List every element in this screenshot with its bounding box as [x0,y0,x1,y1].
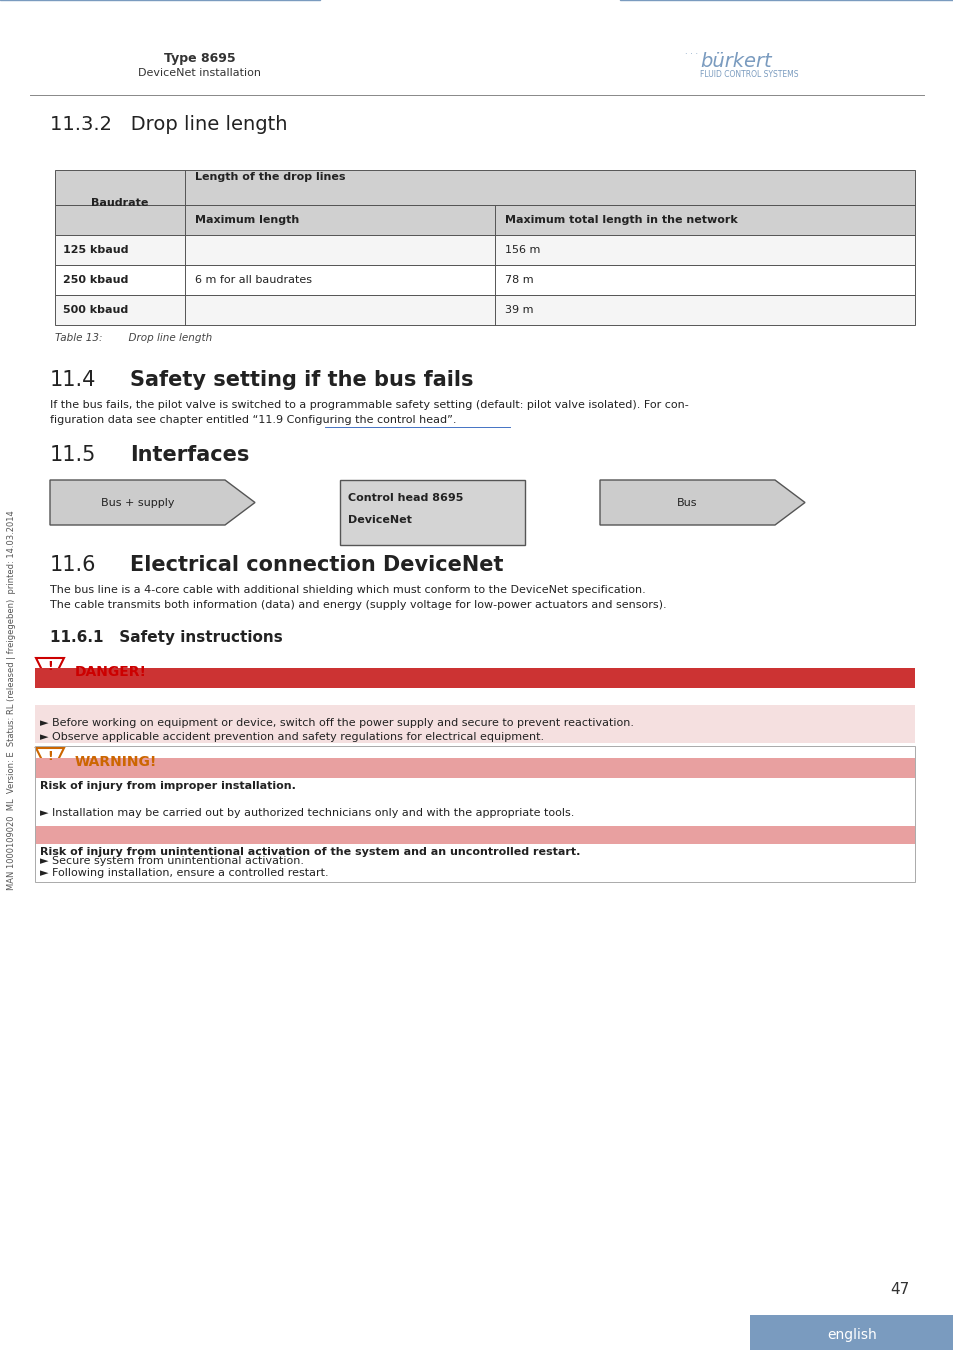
Text: 250 kbaud: 250 kbaud [63,275,129,285]
Text: Interfaces: Interfaces [130,446,249,464]
Text: Baudrate: Baudrate [91,197,149,208]
Text: FLUID CONTROL SYSTEMS: FLUID CONTROL SYSTEMS [700,70,798,80]
Text: bürkert: bürkert [700,53,771,72]
Polygon shape [36,657,64,686]
Text: 6 m for all baudrates: 6 m for all baudrates [194,275,312,285]
Text: If the bus fails, the pilot valve is switched to a programmable safety setting (: If the bus fails, the pilot valve is swi… [50,400,688,410]
Bar [35,668,914,688]
Polygon shape [36,748,64,776]
Text: figuration data see chapter entitled “11.9 Configuring the control head”.: figuration data see chapter entitled “11… [50,414,456,425]
Text: ► Installation may be carried out by authorized technicians only and with the ap: ► Installation may be carried out by aut… [40,809,574,818]
Text: Risk of electric shock.: Risk of electric shock. [40,691,177,701]
Text: DANGER!: DANGER! [75,666,147,679]
Text: Safety setting if the bus fails: Safety setting if the bus fails [130,370,473,390]
Text: Length of the drop lines: Length of the drop lines [194,173,345,182]
Bar [35,826,914,844]
Text: The bus line is a 4-core cable with additional shielding which must conform to t: The bus line is a 4-core cable with addi… [50,585,645,595]
Bar [55,235,914,265]
Text: english: english [826,1328,876,1342]
Text: ► Before working on equipment or device, switch off the power supply and secure : ► Before working on equipment or device,… [40,718,634,728]
Text: ► Observe applicable accident prevention and safety regulations for electrical e: ► Observe applicable accident prevention… [40,732,543,742]
Text: !: ! [47,660,52,672]
Text: 11.5: 11.5 [50,446,96,464]
Text: Electrical connection DeviceNet: Electrical connection DeviceNet [130,555,503,575]
Text: 39 m: 39 m [504,305,533,315]
Bar [35,747,914,882]
Bar [55,205,914,235]
Text: 11.6: 11.6 [50,555,96,575]
Text: 11.4: 11.4 [50,370,96,390]
Text: 47: 47 [889,1282,908,1297]
Text: ► Following installation, ensure a controlled restart.: ► Following installation, ensure a contr… [40,868,328,878]
Text: 78 m: 78 m [504,275,533,285]
Text: 500 kbaud: 500 kbaud [63,305,128,315]
Bar [55,265,914,296]
Text: figuration data see chapter entitled “: figuration data see chapter entitled “ [50,414,258,425]
Text: Table 13:        Drop line length: Table 13: Drop line length [55,333,212,343]
Bar [339,481,524,545]
Text: MAN 1000109020  ML  Version: E  Status: RL (released | freigegeben)  printed: 14: MAN 1000109020 ML Version: E Status: RL … [8,510,16,890]
Bar [35,705,914,743]
Polygon shape [50,481,254,525]
Text: Bus: Bus [677,498,697,508]
Text: Type 8695: Type 8695 [164,53,235,65]
Polygon shape [599,481,804,525]
Text: Risk of injury from improper installation.: Risk of injury from improper installatio… [40,782,295,791]
Text: 11.6.1   Safety instructions: 11.6.1 Safety instructions [50,630,282,645]
Text: Bus + supply: Bus + supply [101,498,174,508]
Text: Maximum total length in the network: Maximum total length in the network [504,215,737,225]
Text: Risk of injury from unintentional activation of the system and an uncontrolled r: Risk of injury from unintentional activa… [40,846,579,857]
Bar [35,757,914,778]
Bar [749,1315,953,1350]
Text: Maximum length: Maximum length [194,215,299,225]
Text: 156 m: 156 m [504,244,539,255]
Text: ► Secure system from unintentional activation.: ► Secure system from unintentional activ… [40,856,304,865]
Bar [55,296,914,325]
Text: WARNING!: WARNING! [75,755,157,770]
Text: The cable transmits both information (data) and energy (supply voltage for low-p: The cable transmits both information (da… [50,599,666,610]
Text: !: ! [47,749,52,763]
Text: · · ·: · · · [684,50,698,59]
Text: 125 kbaud: 125 kbaud [63,244,129,255]
Bar [55,170,914,205]
Text: DeviceNet installation: DeviceNet installation [138,68,261,78]
Text: DeviceNet: DeviceNet [348,514,412,525]
Text: Control head 8695: Control head 8695 [348,493,463,504]
Text: 11.3.2   Drop line length: 11.3.2 Drop line length [50,115,287,134]
